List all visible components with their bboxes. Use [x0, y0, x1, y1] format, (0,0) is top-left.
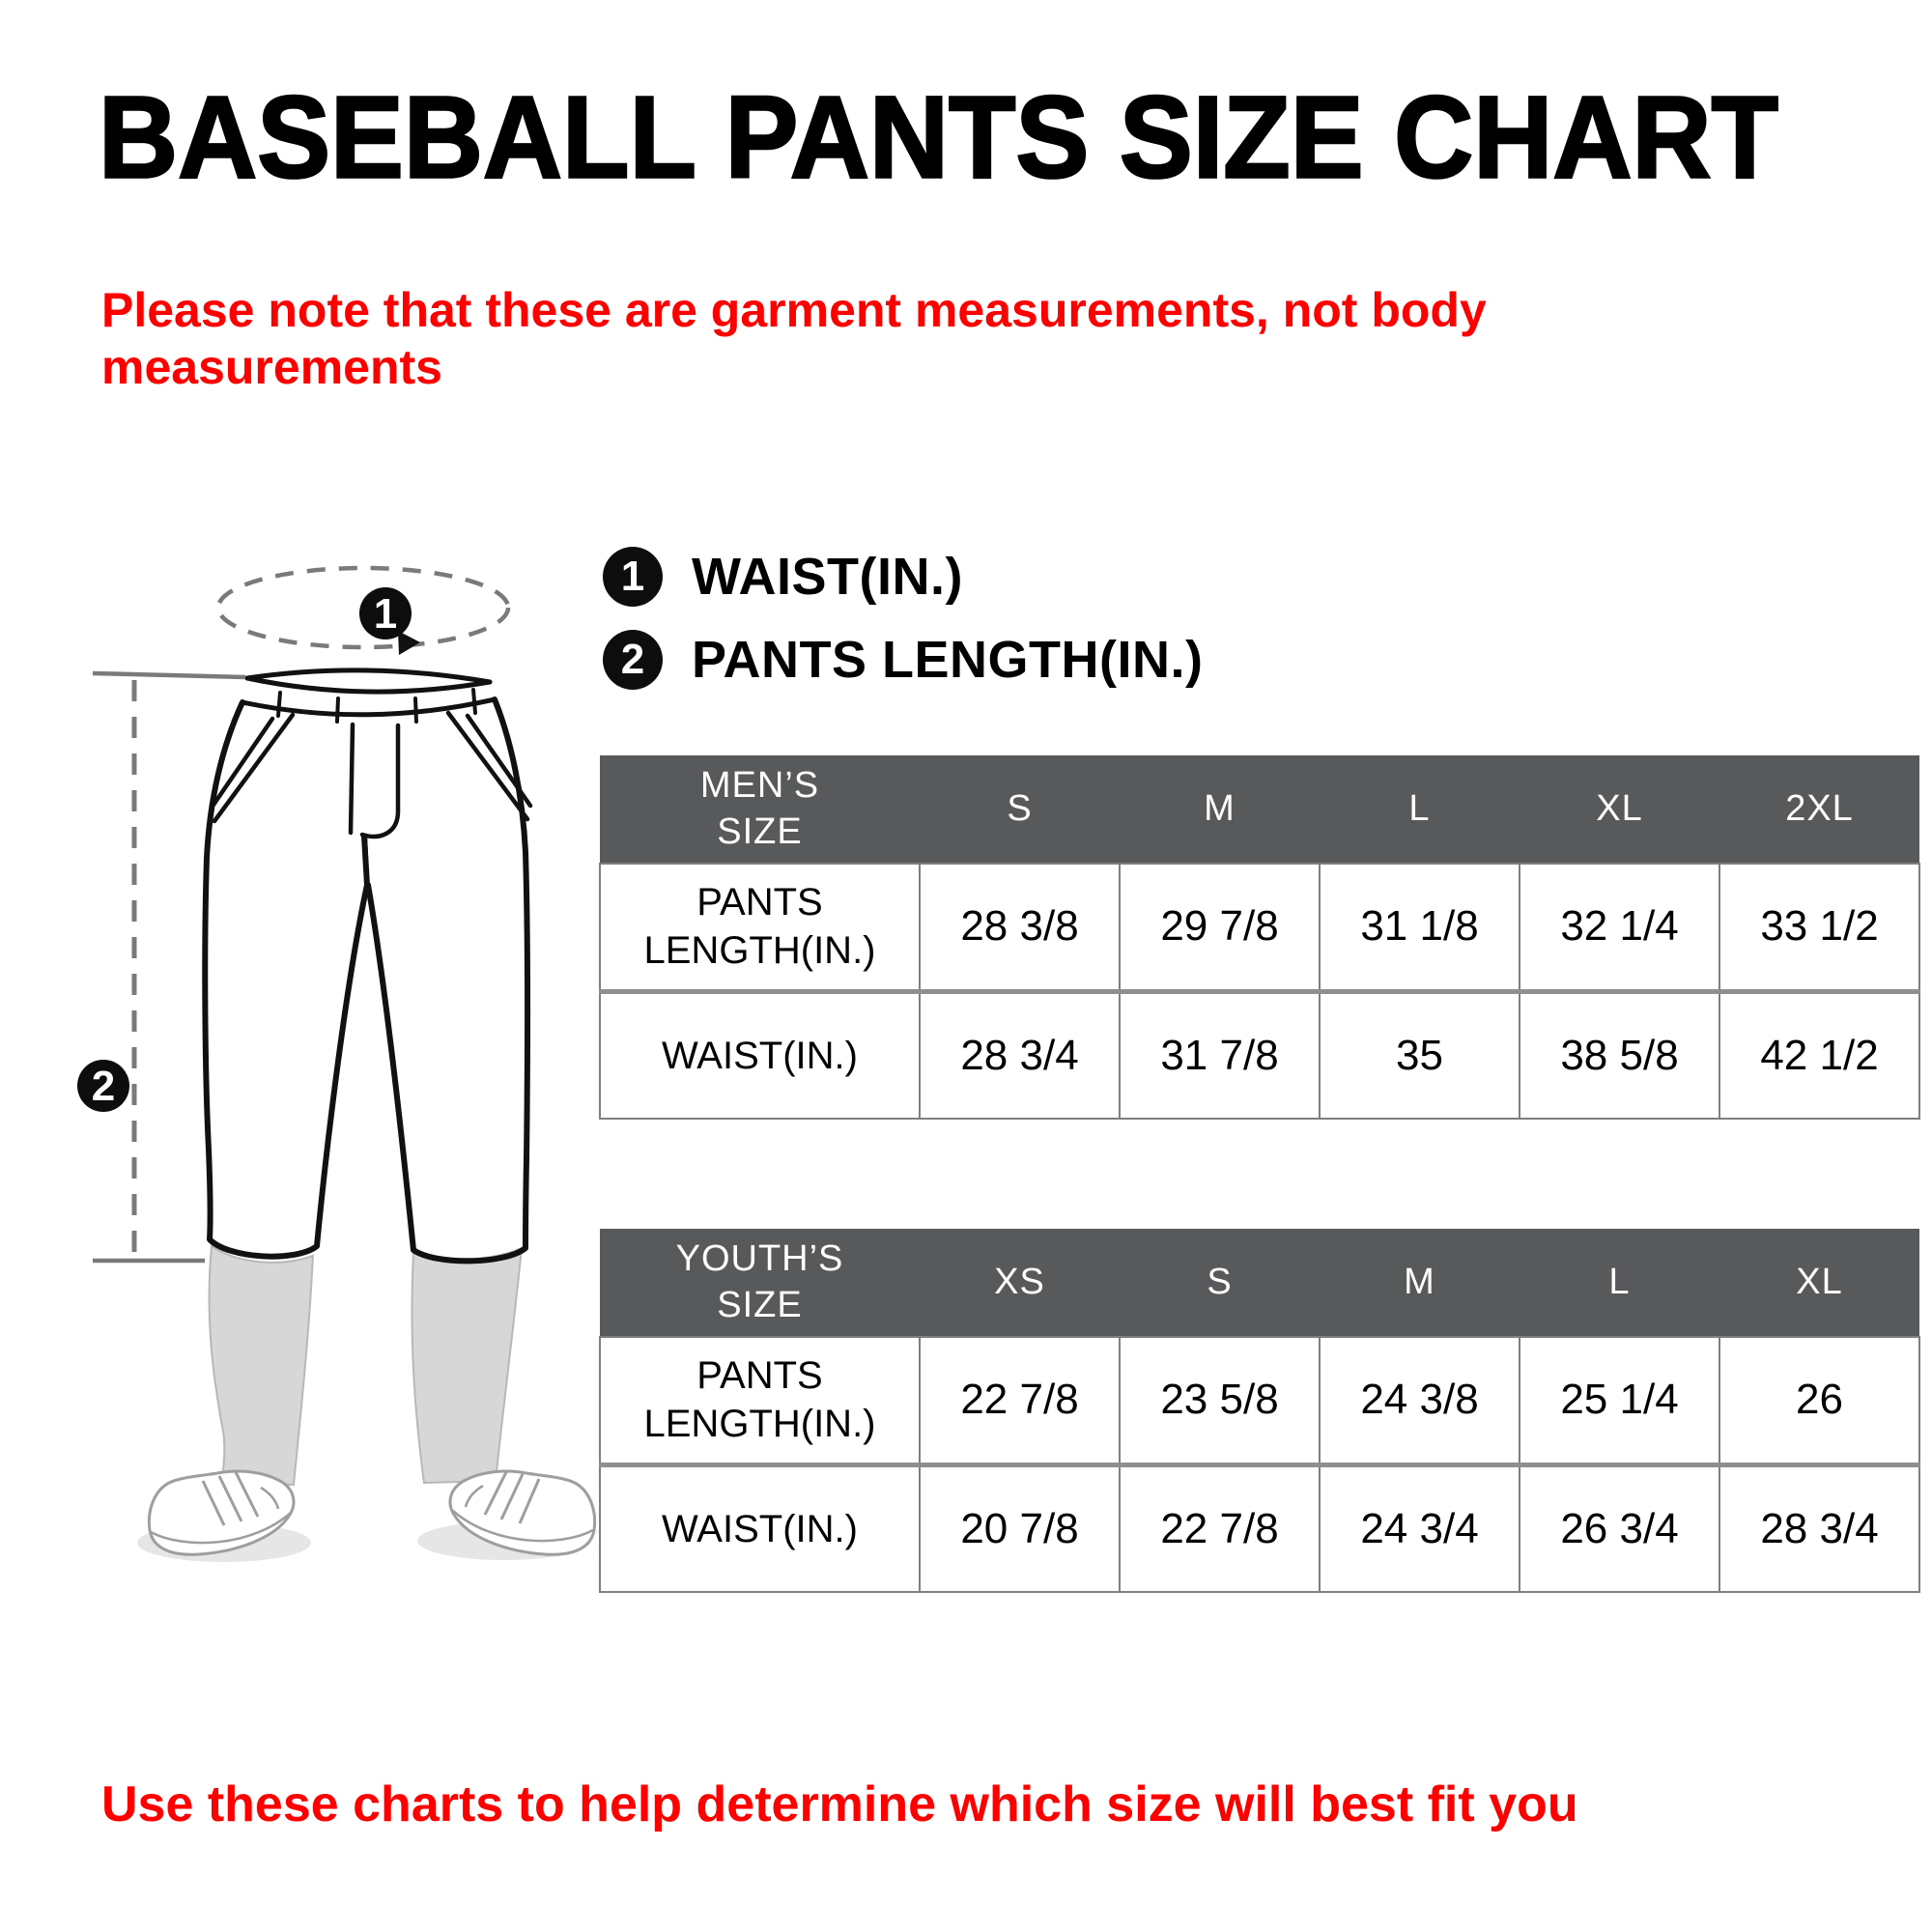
- page-title: BASEBALL PANTS SIZE CHART: [98, 71, 1779, 204]
- table-cell: 26 3/4: [1519, 1463, 1720, 1593]
- size-col-header: M: [1120, 755, 1320, 864]
- mens-size-table: MEN’S SIZE S M L XL 2XL PANTS LENGTH(IN.…: [599, 755, 1920, 1120]
- table-row: PANTS LENGTH(IN.) 22 7/8 23 5/8 24 3/8 2…: [599, 1336, 1920, 1467]
- row-label: PANTS LENGTH(IN.): [599, 1336, 921, 1467]
- note-line: Please note that these are garment measu…: [101, 283, 1487, 337]
- garment-measurement-note: Please note that these are garment measu…: [101, 282, 1487, 396]
- table-cell: 38 5/8: [1519, 990, 1720, 1120]
- left-shoe-icon: [147, 1469, 296, 1556]
- table-header-row: MEN’S SIZE S M L XL 2XL: [600, 755, 1919, 864]
- marker-1-badge: 1: [359, 587, 412, 639]
- legend-1-badge: 1: [603, 547, 663, 607]
- row-label: PANTS LENGTH(IN.): [599, 863, 921, 994]
- size-col-header: M: [1320, 1229, 1520, 1337]
- legend-item-waist: 1 WAIST(IN.): [603, 547, 1203, 607]
- table-row: PANTS LENGTH(IN.) 28 3/8 29 7/8 31 1/8 3…: [599, 863, 1920, 994]
- table-cell: 26: [1719, 1336, 1920, 1467]
- size-col-header: XL: [1719, 1229, 1919, 1337]
- svg-text:2: 2: [92, 1063, 115, 1110]
- table-cell: 31 7/8: [1119, 990, 1321, 1120]
- table-cell: 23 5/8: [1119, 1336, 1321, 1467]
- measure-guides: [92, 565, 511, 1264]
- table-cell: 35: [1319, 990, 1520, 1120]
- size-col-header: S: [1120, 1229, 1320, 1337]
- table-cell: 28 3/8: [919, 863, 1121, 994]
- size-col-header: XS: [920, 1229, 1120, 1337]
- table-cell: 25 1/4: [1519, 1336, 1720, 1467]
- pants-outline: [202, 668, 533, 1264]
- table-cell: 20 7/8: [919, 1463, 1121, 1593]
- legend-label: PANTS LENGTH(IN.): [692, 631, 1204, 689]
- table-cell: 22 7/8: [1119, 1463, 1321, 1593]
- row-label: WAIST(IN.): [599, 1463, 921, 1593]
- size-col-header: S: [920, 755, 1120, 864]
- table-row: WAIST(IN.) 20 7/8 22 7/8 24 3/4 26 3/4 2…: [599, 1463, 1920, 1593]
- note-line: measurements: [101, 340, 442, 394]
- youths-size-header: YOUTH’S SIZE: [600, 1229, 920, 1337]
- size-col-header: XL: [1520, 755, 1719, 864]
- table-row: WAIST(IN.) 28 3/4 31 7/8 35 38 5/8 42 1/…: [599, 990, 1920, 1120]
- table-header-row: YOUTH’S SIZE XS S M L XL: [600, 1229, 1919, 1337]
- svg-text:1: 1: [374, 590, 397, 638]
- waist-measure-ellipse: [215, 565, 511, 650]
- youths-size-table: YOUTH’S SIZE XS S M L XL PANTS LENGTH(IN…: [599, 1229, 1920, 1593]
- left-sock: [208, 1244, 315, 1487]
- table-cell: 24 3/4: [1319, 1463, 1520, 1593]
- table-cell: 22 7/8: [919, 1336, 1121, 1467]
- fit-help-note: Use these charts to help determine which…: [101, 1776, 1578, 1833]
- measurement-legend: 1 WAIST(IN.) 2 PANTS LENGTH(IN.): [603, 547, 1203, 713]
- right-shoe-icon: [448, 1469, 597, 1556]
- measure-arrow-icon: [398, 631, 420, 655]
- size-col-header: 2XL: [1719, 755, 1919, 864]
- table-cell: 32 1/4: [1519, 863, 1720, 994]
- table-cell: 24 3/8: [1319, 1336, 1520, 1467]
- legend-label: WAIST(IN.): [692, 548, 963, 606]
- table-cell: 31 1/8: [1319, 863, 1520, 994]
- right-sock: [411, 1246, 524, 1485]
- pants-measurement-diagram: 1 2: [77, 565, 597, 1562]
- row-label: WAIST(IN.): [599, 990, 921, 1120]
- mens-size-header: MEN’S SIZE: [600, 755, 920, 864]
- table-cell: 33 1/2: [1719, 863, 1920, 994]
- table-cell: 42 1/2: [1719, 990, 1920, 1120]
- legend-2-badge: 2: [603, 630, 663, 690]
- table-cell: 28 3/4: [1719, 1463, 1920, 1593]
- size-col-header: L: [1320, 755, 1520, 864]
- legend-item-pants-length: 2 PANTS LENGTH(IN.): [603, 630, 1203, 690]
- marker-2-badge: 2: [77, 1060, 129, 1112]
- table-cell: 29 7/8: [1119, 863, 1321, 994]
- size-col-header: L: [1520, 1229, 1719, 1337]
- table-cell: 28 3/4: [919, 990, 1121, 1120]
